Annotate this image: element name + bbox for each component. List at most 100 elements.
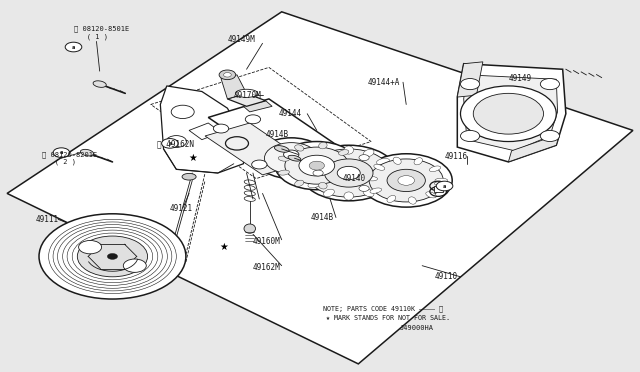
Polygon shape [434,186,443,192]
Circle shape [213,124,228,133]
Polygon shape [161,86,246,173]
Ellipse shape [393,157,401,164]
Circle shape [461,86,556,141]
Ellipse shape [363,149,374,157]
Ellipse shape [344,146,353,154]
Polygon shape [458,62,483,97]
Text: 4914B: 4914B [310,213,333,222]
Ellipse shape [387,195,396,202]
Text: 49149M: 49149M [227,35,255,44]
Ellipse shape [294,145,304,151]
Text: a: a [60,150,63,155]
Polygon shape [464,75,557,151]
Circle shape [264,142,318,174]
Ellipse shape [339,150,349,155]
Circle shape [256,138,326,179]
Ellipse shape [346,163,358,168]
Ellipse shape [319,142,327,149]
Ellipse shape [374,164,385,170]
Polygon shape [227,93,266,106]
Circle shape [307,149,390,197]
Circle shape [65,42,82,52]
Polygon shape [208,99,342,167]
Circle shape [473,93,543,134]
Circle shape [124,259,147,272]
Circle shape [162,138,178,148]
Text: 49111: 49111 [36,215,59,224]
Ellipse shape [408,197,416,204]
Ellipse shape [244,196,255,201]
Text: a: a [168,141,172,146]
Circle shape [540,78,559,90]
Polygon shape [151,67,371,179]
Text: 4914B: 4914B [266,129,289,139]
Circle shape [299,155,335,176]
Circle shape [387,169,426,192]
Text: Ⓑ 08120-8201E
   ( 2 ): Ⓑ 08120-8201E ( 2 ) [42,151,97,165]
Ellipse shape [308,158,321,165]
Ellipse shape [435,182,447,186]
Circle shape [309,161,324,170]
Ellipse shape [426,192,436,198]
Ellipse shape [278,170,289,175]
Ellipse shape [363,189,374,197]
Circle shape [461,78,479,90]
Circle shape [360,154,452,207]
Text: ★: ★ [188,153,196,163]
Ellipse shape [93,81,106,87]
Circle shape [285,147,349,184]
Polygon shape [508,134,559,162]
Ellipse shape [80,150,93,156]
Circle shape [284,150,299,159]
Text: 49160M: 49160M [253,237,281,246]
Ellipse shape [244,180,255,185]
Ellipse shape [275,145,289,152]
Circle shape [436,181,453,191]
Ellipse shape [302,170,316,176]
Polygon shape [243,101,272,112]
Circle shape [77,236,148,277]
Circle shape [79,240,102,254]
Ellipse shape [381,170,396,176]
Ellipse shape [182,173,196,180]
Text: 49170M: 49170M [234,91,262,100]
Text: a: a [443,183,446,189]
Text: Ⓑ 08120-8501E
   ( 1 ): Ⓑ 08120-8501E ( 1 ) [74,26,129,39]
Ellipse shape [435,178,448,183]
Text: ★: ★ [220,242,228,252]
Circle shape [219,70,236,80]
Circle shape [337,166,360,180]
Ellipse shape [278,156,289,161]
Circle shape [172,105,194,119]
Circle shape [166,136,186,147]
Circle shape [359,155,369,161]
Polygon shape [458,64,566,162]
Ellipse shape [288,155,301,161]
Ellipse shape [236,89,258,97]
Circle shape [275,141,358,190]
Circle shape [369,159,444,202]
Circle shape [245,115,260,124]
Text: 49162M: 49162M [253,263,281,272]
Ellipse shape [244,224,255,233]
Ellipse shape [323,189,334,197]
Text: ★ MARK STANDS FOR NOT FOR SALE.: ★ MARK STANDS FOR NOT FOR SALE. [326,315,451,321]
Text: 49144: 49144 [278,109,301,118]
Circle shape [252,160,267,169]
Circle shape [540,131,559,141]
Ellipse shape [365,176,378,181]
Polygon shape [205,123,307,175]
Text: NOTE; PARTS CODE 49110K ———— ⓐ: NOTE; PARTS CODE 49110K ———— ⓐ [323,305,443,312]
Ellipse shape [308,182,321,187]
Circle shape [301,145,397,201]
Ellipse shape [429,166,441,171]
Polygon shape [7,12,633,364]
Text: 49144+A: 49144+A [368,78,400,87]
Ellipse shape [376,158,390,165]
Circle shape [39,214,186,299]
Ellipse shape [244,191,255,196]
Circle shape [359,186,369,192]
Text: 49110: 49110 [435,272,458,281]
Ellipse shape [319,182,327,189]
Ellipse shape [339,176,349,182]
